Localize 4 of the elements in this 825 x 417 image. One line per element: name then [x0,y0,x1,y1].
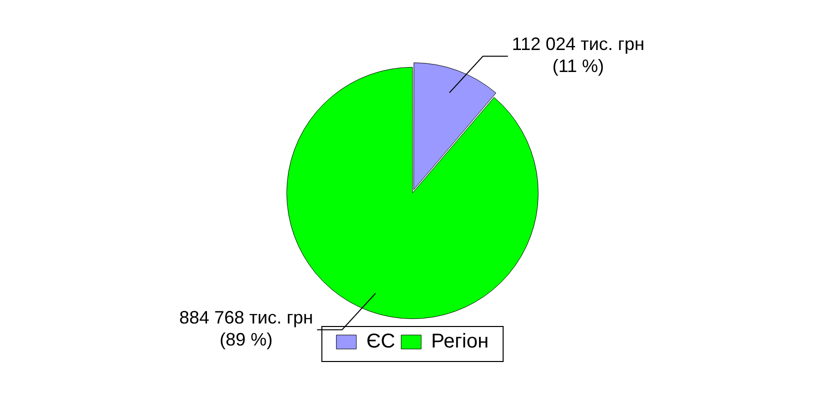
data-label: 112 024 тис. грн (11 %) [512,34,644,76]
data-label: 884 768 тис. грн (89 %) [179,308,314,350]
legend-label: ЄС [366,330,396,353]
legend-label: Регіон [431,330,489,353]
